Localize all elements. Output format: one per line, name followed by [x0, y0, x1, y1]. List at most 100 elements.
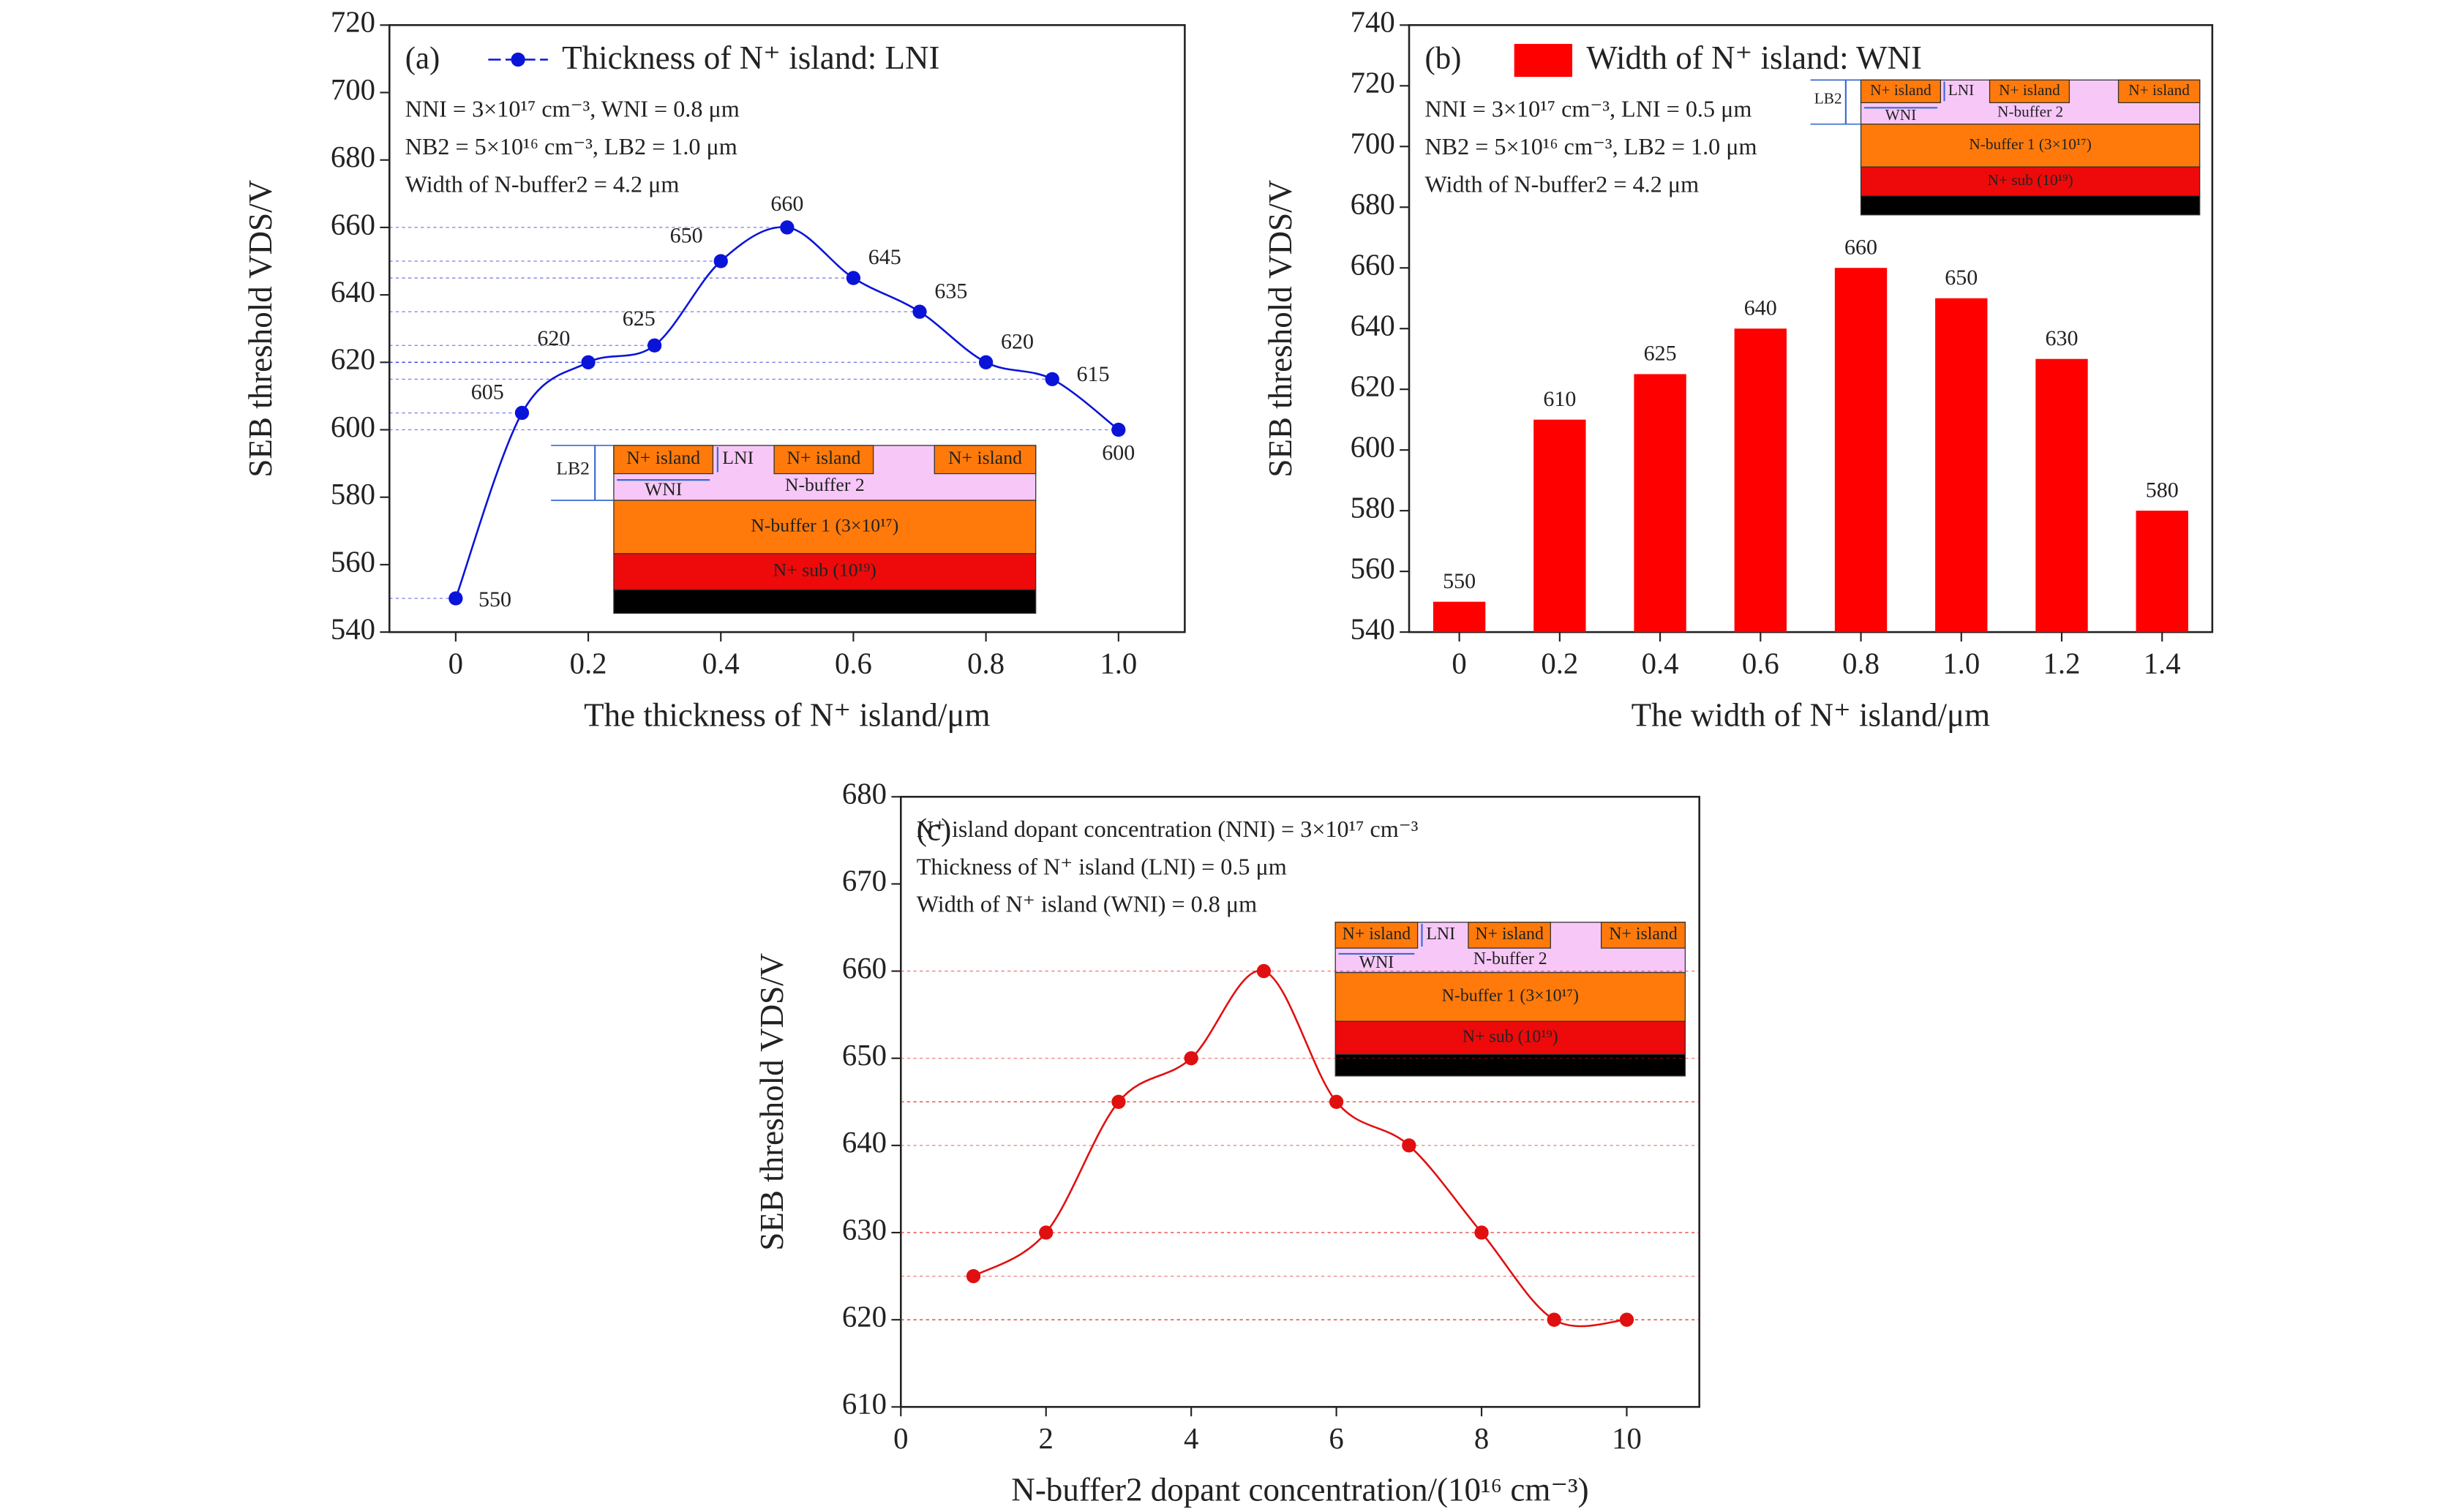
x-tick-label: 0.4: [702, 647, 740, 680]
y-axis-label: SEB threshold VDS/V: [1262, 180, 1299, 478]
data-point: [1039, 1225, 1054, 1240]
x-tick-label: 0: [448, 647, 463, 680]
x-axis-label: The width of N⁺ island/μm: [1632, 696, 1991, 733]
y-tick-label: 660: [331, 208, 375, 241]
island-label: N+ island: [2128, 81, 2190, 99]
plot-frame: [388, 24, 1186, 633]
annotation: Width of N-buffer2 = 4.2 μm: [405, 171, 680, 198]
device-inset: N+ island N+ island N+ island N-buffer 2 N-b…: [551, 445, 1037, 614]
annotation: NB2 = 5×10¹⁶ cm⁻³, LB2 = 1.0 μm: [1424, 133, 1757, 159]
y-tick-label: 560: [331, 545, 375, 578]
y-tick-label: 660: [1351, 249, 1395, 282]
data-point: [1111, 422, 1126, 437]
bar: [1734, 328, 1787, 633]
buffer1-label: N-buffer 1 (3×10¹⁷): [1969, 135, 2091, 153]
annotation: Thickness of N⁺ island (LNI) = 0.5 μm: [917, 853, 1287, 879]
n-island: [934, 445, 1037, 475]
panel-label: (c): [917, 813, 952, 847]
value-label: 610: [1543, 387, 1576, 411]
island-label: N+ island: [1343, 925, 1411, 944]
substrate: [1334, 1053, 1686, 1077]
data-point: [1111, 1094, 1126, 1109]
y-tick-label: 650: [842, 1039, 887, 1072]
x-tick-label: 0.8: [967, 647, 1005, 680]
n-buffer1: [613, 500, 1037, 554]
y-tick-label: 640: [331, 275, 375, 308]
x-tick-label: 4: [1184, 1422, 1198, 1455]
y-tick-label: 700: [331, 73, 375, 106]
value-label: 605: [471, 380, 504, 405]
lni-label: LNI: [722, 447, 754, 468]
sub-label: N+ sub (10¹⁹): [773, 559, 876, 580]
wni-label: WNI: [645, 478, 682, 500]
device-inset: N+ island N+ island N+ island N-buffer 2 N-b…: [1334, 922, 1686, 1077]
data-point: [966, 1268, 981, 1284]
data-point: [1547, 1312, 1561, 1327]
y-axis-label: SEB threshold VDS/V: [242, 180, 279, 478]
legend-marker: [511, 52, 525, 67]
buffer2-label: N-buffer 2: [1997, 102, 2063, 120]
wni-label: WNI: [1359, 953, 1394, 972]
data-point: [978, 355, 994, 369]
island-label: N+ island: [626, 447, 700, 468]
x-tick-label: 0.2: [1541, 647, 1578, 680]
bar: [1834, 268, 1888, 633]
x-tick-label: 0.6: [1742, 647, 1779, 680]
y-tick-label: 630: [842, 1213, 887, 1246]
value-label: 615: [1076, 362, 1109, 386]
x-tick-label: 1.0: [1100, 647, 1137, 680]
x-axis-label: N-buffer2 dopant concentration/(10¹⁶ cm⁻…: [1011, 1472, 1588, 1508]
y-tick-label: 640: [1351, 309, 1395, 342]
n-island: [1989, 79, 2070, 104]
n-buffer1: [1860, 124, 2201, 168]
annotation: NNI = 3×10¹⁷ cm⁻³, WNI = 0.8 μm: [405, 96, 740, 122]
annotation: Width of N-buffer2 = 4.2 μm: [1424, 171, 1699, 198]
sub-label: N+ sub (10¹⁹): [1988, 171, 2073, 189]
n-island: [2117, 79, 2201, 104]
x-tick-label: 10: [1612, 1422, 1642, 1455]
value-label: 645: [868, 245, 901, 269]
substrate: [613, 589, 1037, 614]
annotation: Width of N⁺ island (WNI) = 0.8 μm: [917, 891, 1257, 917]
island-label: N+ island: [1609, 925, 1678, 944]
value-label: 620: [537, 326, 570, 350]
x-tick-label: 0: [893, 1422, 908, 1455]
sub-label: N+ sub (10¹⁹): [1463, 1027, 1558, 1046]
value-label: 630: [2045, 326, 2078, 350]
wni-label: WNI: [1885, 106, 1917, 124]
lni-label: LNI: [1948, 81, 1974, 99]
legend-label: Thickness of N⁺ island: LNI: [562, 40, 939, 76]
x-tick-label: 0.8: [1842, 647, 1880, 680]
data-point: [1619, 1312, 1634, 1327]
y-tick-label: 720: [1351, 67, 1395, 99]
series-line: [972, 969, 1627, 1328]
value-label: 550: [478, 587, 511, 612]
legend-label: Width of N⁺ island: WNI: [1586, 40, 1922, 76]
data-point: [1402, 1138, 1416, 1153]
buffer2-label: N-buffer 2: [785, 474, 865, 495]
y-axis-label: SEB threshold VDS/V: [754, 953, 790, 1251]
x-tick-label: 0: [1452, 647, 1466, 680]
x-tick-label: 0.6: [835, 647, 872, 680]
data-point: [1256, 963, 1272, 979]
n-island: [613, 445, 714, 475]
y-tick-label: 620: [331, 343, 375, 376]
data-point: [1045, 372, 1059, 387]
y-tick-label: 600: [331, 410, 375, 443]
n-island: [1600, 922, 1686, 949]
island-label: N+ island: [786, 447, 860, 468]
lni-label: LNI: [1426, 925, 1455, 944]
y-tick-label: 680: [1351, 188, 1395, 221]
value-label: 580: [2146, 478, 2179, 502]
y-tick-label: 600: [1351, 431, 1395, 464]
y-tick-label: 670: [842, 865, 887, 898]
data-point: [1184, 1051, 1198, 1066]
y-tick-label: 580: [1351, 491, 1395, 524]
value-label: 650: [1945, 266, 1978, 290]
value-label: 625: [623, 306, 656, 331]
value-label: 635: [934, 279, 967, 303]
data-point: [1474, 1225, 1489, 1240]
data-point: [647, 338, 662, 353]
panel-label: (a): [405, 41, 440, 75]
